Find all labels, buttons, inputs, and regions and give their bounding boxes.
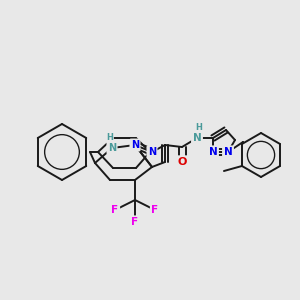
Text: F: F [131,217,139,227]
Text: N: N [224,147,232,157]
Text: H: H [196,124,202,133]
Text: H: H [106,134,113,142]
Text: N: N [131,140,139,150]
Text: N: N [108,143,116,153]
Text: N: N [208,147,217,157]
Text: F: F [111,205,118,215]
Text: N: N [193,133,201,143]
Text: N: N [148,147,156,157]
Text: F: F [152,205,159,215]
Text: O: O [177,157,187,167]
